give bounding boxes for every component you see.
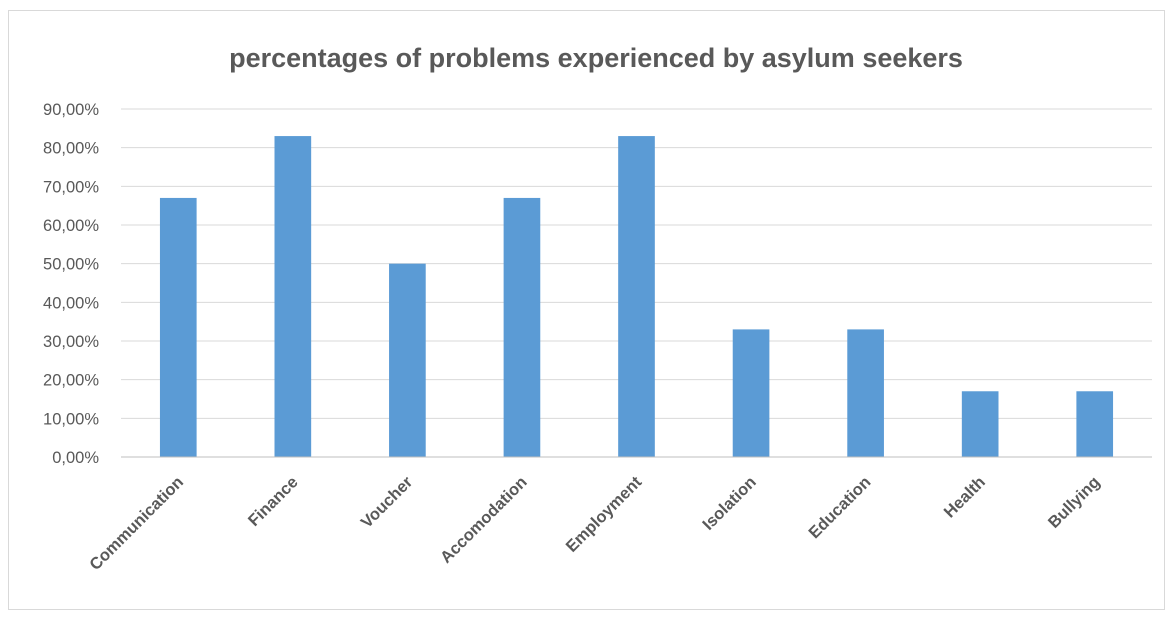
bar-employment	[618, 136, 655, 458]
y-tick-label: 60,00%	[43, 217, 99, 235]
chart-frame	[8, 10, 1165, 610]
x-category-label: Employment	[563, 473, 646, 556]
y-axis-ticks: 0,00% 10,00% 20,00% 30,00% 40,00% 50,00% 60,00…	[43, 101, 99, 467]
bar-isolation	[732, 329, 770, 457]
bar-finance	[274, 136, 312, 458]
x-axis-categories: Communication Finance Voucher Accomodation E…	[86, 473, 1103, 574]
y-tick-label: 70,00%	[43, 178, 99, 196]
x-category-label: Health	[941, 473, 989, 521]
x-category-label: Accomodation	[437, 473, 531, 567]
bar-bullying	[1076, 391, 1114, 457]
y-tick-label: 80,00%	[43, 140, 99, 158]
bar-accomodation	[503, 197, 541, 457]
y-tick-label: 10,00%	[43, 410, 99, 428]
y-tick-label: 30,00%	[43, 333, 99, 351]
x-category-label: Bullying	[1045, 473, 1104, 532]
y-tick-label: 0,00%	[52, 449, 99, 467]
bar-communication	[159, 197, 197, 457]
bar-health	[961, 391, 999, 457]
bars	[159, 136, 1114, 458]
chart-title: percentages of problems experienced by a…	[229, 43, 963, 73]
x-category-label: Voucher	[358, 473, 417, 532]
y-tick-label: 20,00%	[43, 372, 99, 390]
y-tick-label: 50,00%	[43, 256, 99, 274]
bar-voucher	[389, 263, 426, 457]
x-category-label: Isolation	[699, 473, 760, 534]
x-category-label: Finance	[245, 473, 302, 530]
y-tick-label: 40,00%	[43, 294, 99, 312]
x-category-label: Education	[805, 473, 874, 542]
y-tick-label: 90,00%	[43, 101, 99, 119]
x-category-label: Communication	[86, 473, 187, 574]
bar-education	[847, 329, 884, 457]
